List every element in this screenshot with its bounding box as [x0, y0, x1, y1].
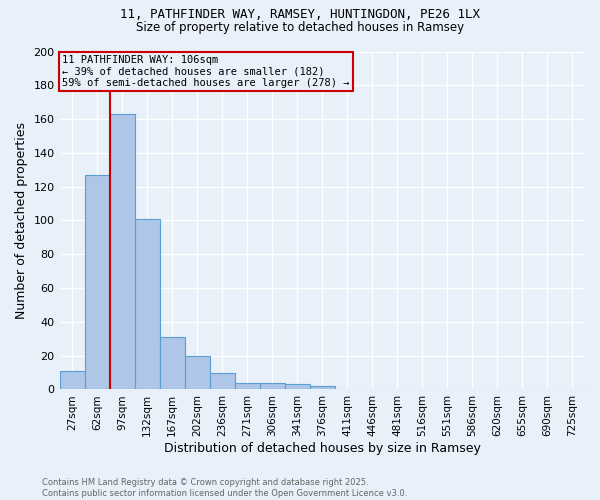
Bar [160, 337, 185, 390]
Bar [85, 175, 110, 390]
Y-axis label: Number of detached properties: Number of detached properties [15, 122, 28, 319]
Bar [185, 356, 209, 390]
Bar [59, 371, 85, 390]
Bar [260, 382, 285, 390]
Text: Contains HM Land Registry data © Crown copyright and database right 2025.
Contai: Contains HM Land Registry data © Crown c… [42, 478, 407, 498]
X-axis label: Distribution of detached houses by size in Ramsey: Distribution of detached houses by size … [164, 442, 481, 455]
Bar [209, 372, 235, 390]
Bar [134, 219, 160, 390]
Bar [110, 114, 134, 390]
Bar [310, 386, 335, 390]
Bar [235, 382, 260, 390]
Text: 11 PATHFINDER WAY: 106sqm
← 39% of detached houses are smaller (182)
59% of semi: 11 PATHFINDER WAY: 106sqm ← 39% of detac… [62, 55, 350, 88]
Text: Size of property relative to detached houses in Ramsey: Size of property relative to detached ho… [136, 21, 464, 34]
Text: 11, PATHFINDER WAY, RAMSEY, HUNTINGDON, PE26 1LX: 11, PATHFINDER WAY, RAMSEY, HUNTINGDON, … [120, 8, 480, 20]
Bar [285, 384, 310, 390]
